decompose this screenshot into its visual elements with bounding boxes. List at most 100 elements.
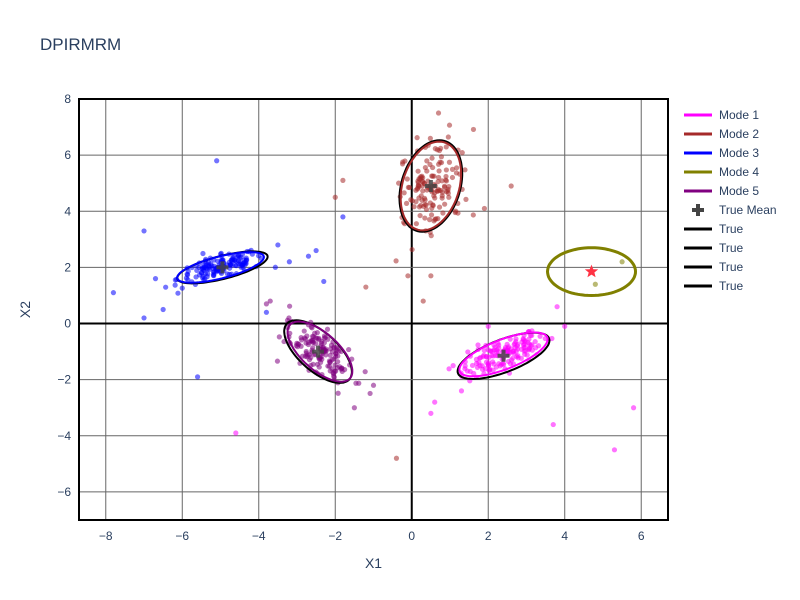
data-point — [160, 306, 166, 313]
data-point — [298, 335, 304, 341]
data-point — [417, 212, 423, 219]
data-point — [185, 276, 191, 283]
data-point — [440, 210, 446, 216]
data-point — [303, 348, 309, 355]
data-point — [346, 346, 352, 353]
data-point — [514, 346, 520, 352]
data-point — [562, 323, 568, 329]
data-point — [619, 259, 625, 265]
data-point — [243, 255, 249, 261]
data-point — [477, 355, 483, 361]
y-tick-label: −2 — [57, 373, 71, 387]
data-point — [462, 167, 468, 173]
data-point — [515, 353, 521, 359]
legend-item[interactable]: True — [684, 260, 744, 274]
data-point — [141, 315, 147, 321]
x-tick-label: −2 — [328, 529, 342, 543]
data-point — [449, 174, 456, 181]
legend-label: True Mean — [719, 203, 777, 217]
data-point — [324, 326, 331, 332]
data-point — [403, 200, 410, 206]
data-point — [276, 334, 282, 340]
legend-item[interactable]: True — [684, 279, 744, 293]
data-point — [323, 352, 329, 358]
data-point — [487, 367, 493, 373]
data-point — [306, 357, 313, 363]
data-point — [446, 194, 452, 200]
data-point — [370, 382, 377, 388]
legend-item[interactable]: Mode 4 — [684, 165, 759, 179]
data-point — [330, 373, 337, 379]
data-point — [240, 264, 246, 271]
data-point — [414, 135, 420, 141]
data-point — [302, 336, 309, 342]
data-point — [231, 253, 237, 259]
data-point — [630, 405, 637, 411]
data-point — [406, 184, 413, 191]
data-point — [463, 196, 469, 202]
data-point — [469, 362, 476, 369]
data-point — [423, 202, 429, 208]
data-point — [446, 183, 452, 190]
x-tick-label: 0 — [408, 529, 415, 543]
plot-frame — [78, 98, 669, 521]
legend-item[interactable]: Mode 3 — [684, 146, 759, 160]
legend[interactable]: Mode 1 Mode 2 Mode 3 Mode 4 Mode 5 True Mean T… — [684, 108, 777, 293]
data-point — [363, 284, 369, 290]
mode-ellipse — [176, 251, 265, 284]
data-point — [272, 264, 278, 270]
data-point — [500, 360, 506, 367]
data-point — [310, 345, 316, 351]
data-point — [430, 202, 436, 208]
data-point — [393, 258, 399, 264]
true-mean-marker — [424, 180, 437, 193]
mode-ellipse — [545, 246, 638, 298]
legend-item[interactable]: True Mean — [692, 203, 777, 217]
data-point — [200, 250, 206, 257]
data-point — [256, 253, 262, 259]
data-point — [411, 204, 417, 210]
data-point — [294, 340, 300, 346]
y-tick-label: −4 — [57, 429, 71, 443]
data-point — [446, 366, 452, 372]
data-point — [518, 346, 524, 352]
legend-item[interactable]: Mode 2 — [684, 127, 759, 141]
data-point — [446, 122, 453, 128]
y-axis-label: X2 — [17, 301, 33, 318]
data-point — [321, 335, 327, 341]
legend-item[interactable]: Mode 5 — [684, 184, 759, 198]
legend-item[interactable]: True — [684, 241, 744, 255]
data-point — [422, 215, 428, 221]
data-point — [194, 267, 200, 273]
true-mean-marker — [216, 261, 229, 274]
data-point — [393, 455, 400, 461]
data-point — [340, 177, 346, 183]
data-point — [339, 368, 345, 375]
data-point — [465, 349, 471, 355]
data-point — [286, 315, 292, 321]
data-point — [449, 166, 456, 172]
data-point — [335, 359, 341, 365]
data-point — [413, 221, 419, 227]
data-point — [443, 173, 449, 180]
data-point — [267, 298, 273, 304]
data-point — [175, 290, 181, 296]
x-tick-label: −4 — [252, 529, 266, 543]
data-point — [362, 369, 368, 375]
y-tick-label: 0 — [64, 317, 71, 331]
x-tick-label: 2 — [485, 529, 492, 543]
data-point — [422, 197, 428, 203]
data-point — [316, 337, 322, 343]
legend-label: Mode 2 — [719, 127, 759, 141]
data-point — [611, 447, 618, 453]
data-point — [328, 342, 335, 348]
legend-item[interactable]: True — [684, 222, 744, 236]
data-point — [179, 285, 185, 291]
data-point — [442, 201, 448, 207]
legend-label: Mode 1 — [719, 108, 759, 122]
data-point — [443, 188, 449, 195]
data-point — [436, 204, 443, 210]
data-point — [367, 390, 373, 397]
legend-item[interactable]: Mode 1 — [684, 108, 759, 122]
data-point — [409, 246, 415, 253]
